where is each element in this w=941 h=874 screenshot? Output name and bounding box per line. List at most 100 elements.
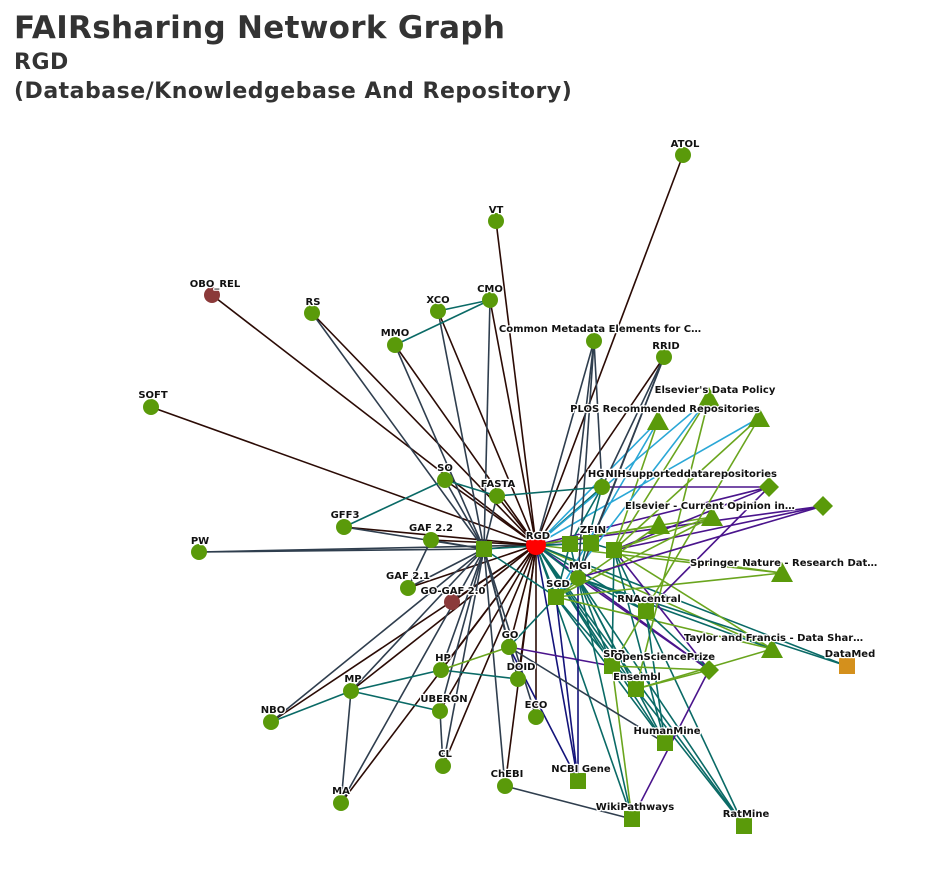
node-label-soft: SOFT bbox=[138, 390, 168, 401]
edge-go-spp bbox=[508, 646, 613, 667]
edge-zfin-sgd bbox=[555, 543, 571, 598]
node-so[interactable] bbox=[437, 472, 453, 488]
node-doid[interactable] bbox=[510, 671, 526, 687]
node-label-ratmine: RatMine bbox=[723, 809, 770, 820]
node-plos[interactable] bbox=[647, 410, 669, 430]
edge-mgi2-plos2 bbox=[613, 417, 760, 551]
node-rnacentral[interactable] bbox=[638, 603, 654, 619]
label-layer: RGD ATOL VT OBO_REL RS XCO CMO MMO Common Metada… bbox=[137, 138, 878, 822]
edge-rgd-mp bbox=[350, 544, 537, 692]
node-nbo[interactable] bbox=[263, 714, 279, 730]
node-hgnc[interactable] bbox=[594, 479, 610, 495]
node-osp[interactable] bbox=[699, 660, 719, 680]
edge-spp-wikipathways bbox=[611, 665, 633, 820]
node-humanmine[interactable] bbox=[657, 735, 673, 751]
edge-hgnc-cmec bbox=[593, 340, 603, 488]
node-obo-rel[interactable] bbox=[204, 287, 220, 303]
node-mmo[interactable] bbox=[387, 337, 403, 353]
node-mgi2[interactable] bbox=[606, 542, 622, 558]
node-hp[interactable] bbox=[433, 662, 449, 678]
node-ncbigene[interactable] bbox=[570, 773, 586, 789]
edge-mgi-wikipathways bbox=[577, 577, 633, 820]
node-label-pw: PW bbox=[191, 536, 209, 547]
edge-hub-eco bbox=[483, 548, 537, 718]
node-taylorfrancis[interactable] bbox=[761, 638, 783, 658]
node-gogaf20[interactable] bbox=[444, 594, 460, 610]
node-ensembl[interactable] bbox=[628, 681, 644, 697]
node-label-mgi: MGI bbox=[569, 561, 591, 572]
node-label-vt: VT bbox=[489, 205, 504, 216]
node-label-hgnc: HGNC bbox=[588, 469, 620, 480]
node-elsevierdp[interactable] bbox=[698, 387, 720, 407]
edge-mgi2-nih2 bbox=[613, 505, 824, 551]
node-elsevierco2[interactable] bbox=[701, 506, 723, 526]
node-springernature[interactable] bbox=[771, 562, 793, 582]
node-sgd[interactable] bbox=[548, 589, 564, 605]
node-label-gaf22: GAF 2.2 bbox=[409, 523, 453, 534]
node-gff3[interactable] bbox=[336, 519, 352, 535]
node-vt[interactable] bbox=[488, 213, 504, 229]
node-label-gaf21: GAF 2.1 bbox=[386, 571, 430, 582]
node-eco[interactable] bbox=[528, 709, 544, 725]
edge-hgnc-zfin bbox=[569, 486, 603, 545]
node-nih2[interactable] bbox=[813, 496, 833, 516]
node-label-elsevierco: Elsevier - Current Opinion in… bbox=[625, 501, 795, 512]
node-hub[interactable] bbox=[476, 541, 492, 557]
node-uberon[interactable] bbox=[432, 703, 448, 719]
node-pw[interactable] bbox=[191, 544, 207, 560]
edge-hp-go bbox=[440, 646, 510, 671]
node-rs[interactable] bbox=[304, 305, 320, 321]
node-label-gff3: GFF3 bbox=[331, 510, 360, 521]
edge-hub-fasta bbox=[483, 495, 498, 550]
node-label-rrid: RRID bbox=[652, 341, 679, 352]
node-label-so: SO bbox=[437, 463, 453, 474]
node-ma[interactable] bbox=[333, 795, 349, 811]
edge-ensembl-ratmine bbox=[635, 688, 745, 827]
edge-xco-cmo bbox=[437, 299, 491, 312]
node-cl[interactable] bbox=[435, 758, 451, 774]
edge-rgd-rs bbox=[311, 312, 537, 546]
node-atol[interactable] bbox=[675, 147, 691, 163]
edge-rgd-doid bbox=[517, 544, 537, 680]
node-cmo[interactable] bbox=[482, 292, 498, 308]
node-datamed[interactable] bbox=[839, 658, 855, 674]
edge-hub-uberon bbox=[439, 548, 485, 712]
edge-sgd-ncbigene bbox=[555, 596, 579, 782]
node-wikipathways[interactable] bbox=[624, 811, 640, 827]
node-label-cmo: CMO bbox=[477, 284, 503, 295]
node-mgi[interactable] bbox=[570, 570, 586, 586]
node-label-rs: RS bbox=[306, 297, 321, 308]
node-fasta[interactable] bbox=[489, 488, 505, 504]
edge-nih2-mgi bbox=[577, 505, 824, 579]
node-zfin[interactable] bbox=[562, 536, 578, 552]
node-gaf21[interactable] bbox=[400, 580, 416, 596]
node-mp[interactable] bbox=[343, 683, 359, 699]
edge-fasta-hgnc bbox=[496, 486, 603, 497]
node-spp[interactable] bbox=[604, 658, 620, 674]
node-rgd[interactable] bbox=[526, 535, 546, 555]
node-nih[interactable] bbox=[759, 477, 779, 497]
edge-mgi-ensembl bbox=[577, 577, 637, 690]
edge-mgi2-humanmine bbox=[613, 549, 666, 744]
edge-mp-hp bbox=[350, 669, 442, 692]
node-elsevierco[interactable] bbox=[648, 514, 670, 534]
node-ratmine[interactable] bbox=[736, 818, 752, 834]
node-soft[interactable] bbox=[143, 399, 159, 415]
edge-hub-cmo bbox=[483, 299, 491, 550]
node-chebi[interactable] bbox=[497, 778, 513, 794]
node-gaf22[interactable] bbox=[423, 532, 439, 548]
node-zfin2[interactable] bbox=[583, 535, 599, 551]
edge-hgnc-mgi bbox=[577, 486, 603, 579]
node-go[interactable] bbox=[501, 639, 517, 655]
edge-hub-gaf21 bbox=[407, 548, 485, 589]
node-xco[interactable] bbox=[430, 303, 446, 319]
edge-hub-gaf22 bbox=[430, 539, 485, 550]
edge-hub-mmo bbox=[394, 344, 485, 550]
node-rrid[interactable] bbox=[656, 349, 672, 365]
edge-ensembl-osp bbox=[635, 669, 710, 690]
node-plos2[interactable] bbox=[748, 407, 770, 427]
edge-gff3-so bbox=[343, 479, 446, 528]
node-cmec[interactable] bbox=[586, 333, 602, 349]
edge-hub-rs bbox=[311, 312, 485, 550]
